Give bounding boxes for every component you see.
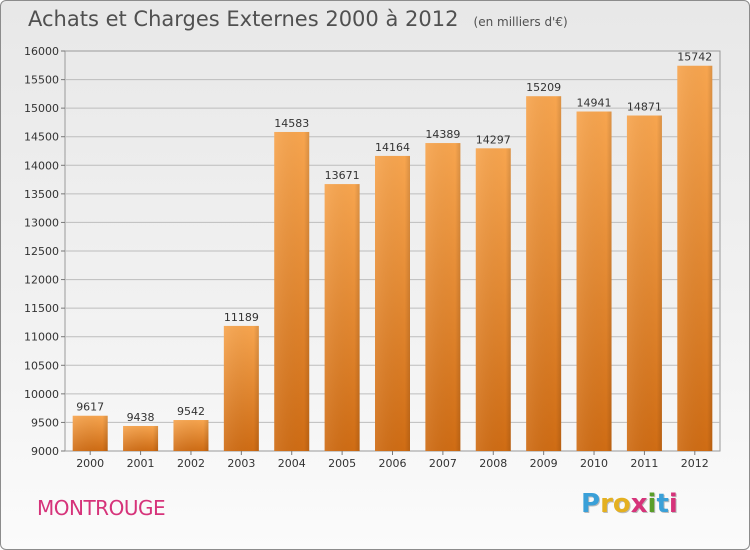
y-tick-label: 12000 (24, 274, 59, 287)
y-tick-label: 10500 (24, 359, 59, 372)
y-tick-label: 9500 (31, 416, 59, 429)
x-axis: 2000 2001 2002 2003 2004 2005 2006 2007 2008 2009… (76, 451, 709, 470)
value-label: 14941 (577, 97, 612, 110)
x-tick-label: 2012 (681, 457, 709, 470)
x-tick-label: 2002 (177, 457, 205, 470)
y-tick-label: 13000 (24, 216, 59, 229)
value-label: 14389 (425, 128, 460, 141)
chart-title-text: Achats et Charges Externes 2000 à 2012 (28, 7, 459, 31)
value-label: 15742 (677, 51, 712, 64)
value-label: 14871 (627, 101, 662, 114)
bar-shade (173, 420, 209, 451)
proxiti-logo: Proxiti (581, 489, 678, 519)
logo-letter: P (581, 489, 601, 519)
value-label: 9617 (76, 401, 104, 414)
y-tick-label: 11000 (24, 331, 59, 344)
city-name: MONTROUGE (37, 496, 166, 520)
x-tick-label: 2000 (76, 457, 104, 470)
bar-shade (526, 96, 562, 451)
x-tick-label: 2009 (530, 457, 558, 470)
bar-shade (72, 415, 108, 451)
x-tick-label: 2010 (580, 457, 608, 470)
x-tick-label: 2008 (479, 457, 507, 470)
x-tick-label: 2004 (278, 457, 306, 470)
value-label: 9438 (127, 411, 155, 424)
y-tick-label: 14500 (24, 131, 59, 144)
bar-shade (626, 115, 662, 451)
logo-letter: x (630, 489, 648, 519)
value-label: 13671 (325, 169, 360, 182)
logo-letter: r (600, 489, 613, 519)
x-tick-label: 2005 (328, 457, 356, 470)
bars-group: 9617 9438 9542 11189 14583 13671 14164 14389 142… (72, 51, 713, 452)
bar-shade (576, 111, 612, 451)
y-tick-label: 15500 (24, 74, 59, 87)
logo-letter: i (647, 489, 657, 519)
bar-shade (375, 155, 410, 451)
bar-shade (274, 131, 310, 451)
value-label: 14297 (476, 133, 511, 146)
value-label: 11189 (224, 311, 259, 324)
bar-shade (677, 65, 713, 451)
value-label: 9542 (177, 405, 205, 418)
y-tick-label: 13500 (24, 188, 59, 201)
bar-shade (324, 184, 360, 452)
y-tick-label: 12500 (24, 245, 59, 258)
value-label: 14164 (375, 141, 410, 154)
y-tick-label: 11500 (24, 302, 59, 315)
logo-letter: t (656, 489, 669, 519)
x-tick-label: 2001 (127, 457, 155, 470)
bar-shade (123, 425, 159, 451)
y-tick-label: 9000 (31, 445, 59, 458)
y-tick-label: 16000 (24, 45, 59, 58)
bar-shade (475, 148, 511, 452)
y-axis: 9000 9500 10000 10500 11000 11500 12000 12500 13… (24, 45, 65, 458)
bar-shade (425, 143, 461, 452)
x-tick-label: 2003 (227, 457, 255, 470)
value-label: 15209 (526, 81, 561, 94)
chart-unit-note: (en milliers d'€) (473, 15, 568, 29)
y-tick-label: 14000 (24, 159, 59, 172)
logo-letter: i (668, 489, 678, 519)
x-tick-label: 2011 (630, 457, 658, 470)
x-tick-label: 2007 (429, 457, 457, 470)
y-tick-label: 10000 (24, 388, 59, 401)
chart-title: Achats et Charges Externes 2000 à 2012 (… (28, 7, 568, 31)
value-label: 14583 (274, 117, 309, 130)
bar-shade (223, 325, 259, 451)
logo-letter: o (612, 489, 631, 519)
y-tick-label: 15000 (24, 102, 59, 115)
x-tick-label: 2006 (379, 457, 407, 470)
